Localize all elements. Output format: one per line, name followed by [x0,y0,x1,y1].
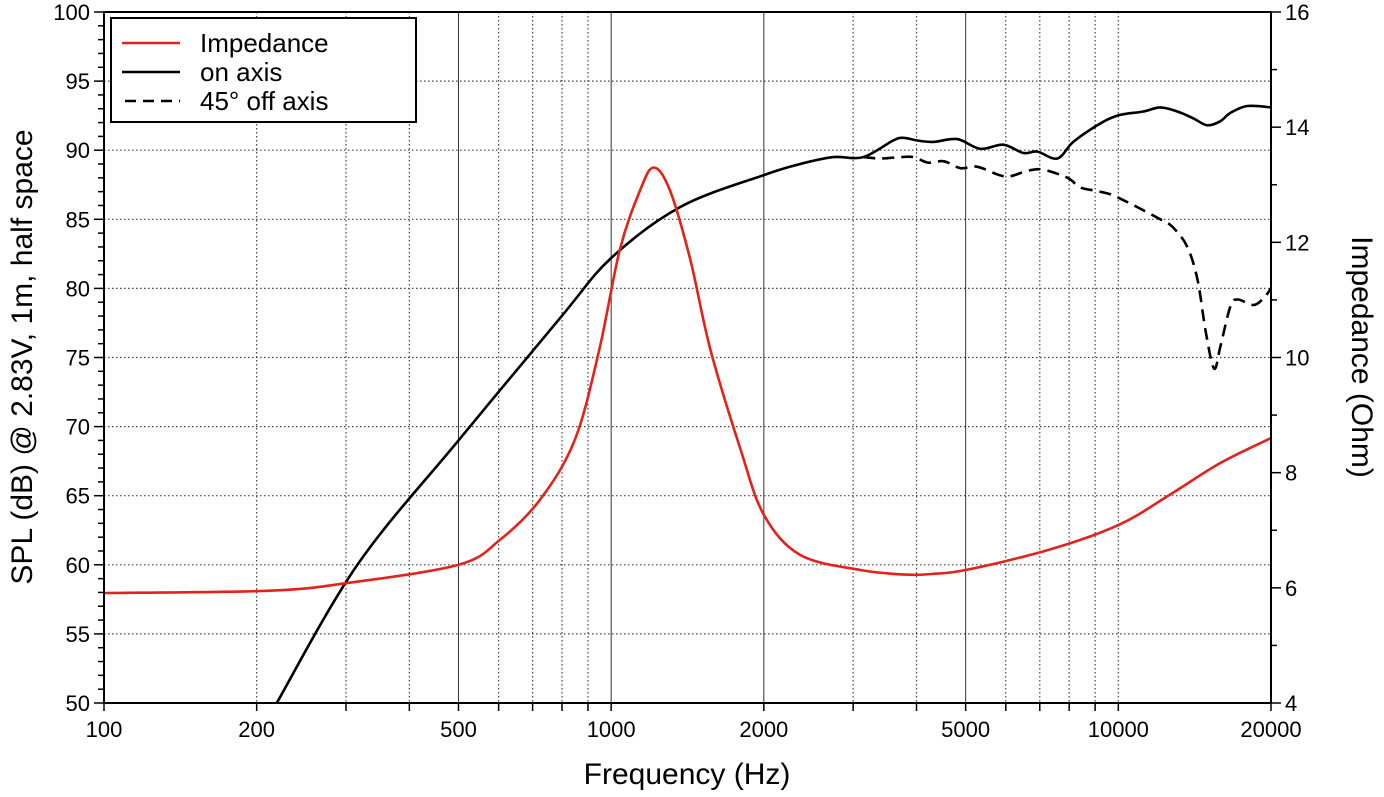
y2-tick-label: 12 [1285,230,1309,255]
y-axis-label: SPL (dB) @ 2.83V, 1m, half space [6,129,39,584]
y-tick-label: 80 [66,276,90,301]
x-tick-label: 2000 [739,717,788,742]
y-tick-label: 100 [53,0,90,25]
y-tick-label: 95 [66,69,90,94]
x-tick-label: 10000 [1088,717,1149,742]
y2-tick-label: 14 [1285,115,1309,140]
series-layer [103,104,1273,704]
y-tick-label: 90 [66,138,90,163]
y-tick-label: 60 [66,553,90,578]
ticks: 50 55 60 65 70 75 80 85 90 95 100 4 6 8 10 12 14 16 100 200… [53,0,1309,742]
impedance-line [103,166,1272,595]
legend-box [110,17,417,123]
off-axis-line [863,155,1273,371]
x-tick-label: 20000 [1240,717,1301,742]
x-tick-label: 1000 [587,717,636,742]
x-tick-label: 200 [238,717,275,742]
y-tick-label: 55 [66,622,90,647]
y-tick-label: 50 [66,691,90,716]
y2-tick-label: 10 [1285,346,1309,371]
legend-label-impedance: Impedance [200,28,329,58]
x-tick-label: 100 [86,717,123,742]
y-tick-label: 70 [66,415,90,440]
y2-tick-label: 16 [1285,0,1309,25]
y2-tick-label: 8 [1285,461,1297,486]
legend-label-on-axis: on axis [200,57,282,87]
y-tick-label: 85 [66,207,90,232]
y2-tick-label: 6 [1285,576,1297,601]
y2-axis-label: Impedance (Ohm) [1345,236,1378,478]
y-tick-label: 65 [66,484,90,509]
y2-tick-label: 4 [1285,691,1297,716]
legend: Impedance on axis 45° off axis [110,17,417,123]
x-tick-label: 5000 [941,717,990,742]
legend-label-off-axis: 45° off axis [200,86,328,116]
y-tick-label: 75 [66,346,90,371]
x-axis-label: Frequency (Hz) [584,758,791,791]
on-axis-line [275,104,1272,704]
grid [104,12,1271,703]
x-tick-label: 500 [440,717,477,742]
